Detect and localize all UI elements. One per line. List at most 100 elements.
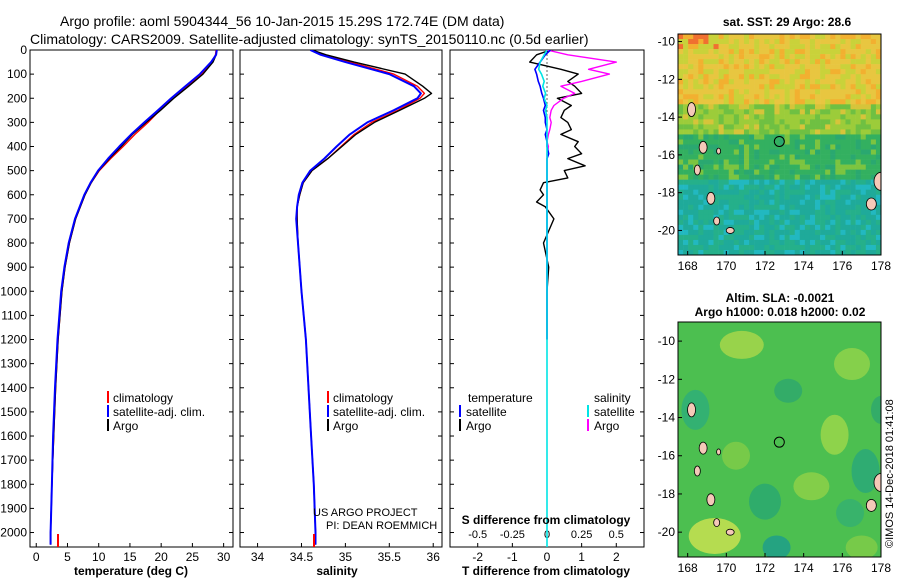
- sst-cell: [759, 204, 765, 211]
- sst-cell: [860, 199, 867, 206]
- sst-cell: [815, 134, 821, 140]
- sst-cell: [799, 104, 806, 110]
- sst-cell: [678, 124, 684, 130]
- sst-cell: [754, 69, 760, 75]
- sst-cell: [809, 229, 816, 236]
- sst-cell: [825, 89, 831, 95]
- land-mass: [706, 191, 716, 205]
- sst-cell: [769, 124, 775, 130]
- project-credit: US ARGO PROJECT: [313, 507, 418, 519]
- sst-cell: [703, 204, 709, 211]
- sst-cell: [683, 94, 689, 100]
- sst-cell: [855, 194, 862, 201]
- sst-cell: [784, 164, 790, 170]
- sst-cell: [835, 164, 841, 170]
- sst-cell: [830, 169, 836, 175]
- sst-cell: [865, 224, 872, 231]
- sst-cell: [723, 179, 730, 185]
- sst-cell: [774, 59, 780, 65]
- sst-cell: [754, 79, 760, 85]
- sst-cell: [769, 144, 775, 150]
- sst-cell: [743, 174, 750, 180]
- sst-cell: [693, 144, 699, 150]
- sst-cell: [809, 34, 816, 40]
- sst-cell: [713, 99, 719, 105]
- sst-cell: [733, 49, 740, 55]
- sst-cell: [754, 64, 760, 70]
- sst-cell: [820, 219, 826, 226]
- sst-cell: [784, 34, 790, 40]
- sst-cell: [860, 79, 867, 85]
- sla-map-frame: [677, 321, 882, 558]
- sst-cell: [703, 79, 709, 85]
- sst-cell: [865, 244, 872, 251]
- sst-cell: [738, 124, 745, 130]
- sst-cell: [723, 184, 730, 190]
- sst-cell: [749, 189, 755, 196]
- sst-cell: [794, 154, 801, 160]
- sst-cell: [698, 54, 704, 60]
- sst-cell: [825, 134, 831, 140]
- sst-cell: [728, 69, 735, 75]
- sst-cell: [698, 184, 704, 190]
- sst-cell: [809, 179, 816, 185]
- sst-cell: [764, 154, 770, 160]
- sst-cell: [865, 44, 872, 50]
- sst-cell: [703, 44, 709, 50]
- map-y-tick-label: -14: [658, 110, 676, 124]
- sst-cell: [830, 164, 836, 170]
- land-mass: [693, 164, 701, 176]
- sst-cell: [835, 139, 841, 145]
- sst-cell: [728, 169, 735, 175]
- sst-cell: [870, 39, 877, 45]
- sst-cell: [708, 144, 714, 150]
- sst-cell: [754, 189, 760, 196]
- sst-cell: [738, 49, 745, 55]
- sst-cell: [809, 154, 816, 160]
- sst-cell: [743, 49, 750, 55]
- sst-cell: [749, 34, 755, 40]
- sst-cell: [789, 179, 796, 185]
- sst-cell: [718, 209, 724, 216]
- sst-cell: [845, 94, 851, 100]
- sst-cell: [779, 99, 785, 105]
- sst-cell: [865, 139, 872, 145]
- sst-cell: [809, 124, 816, 130]
- sst-cell: [840, 129, 846, 135]
- sst-cell: [698, 209, 704, 216]
- sst-cell: [683, 64, 689, 70]
- map-x-tick-label: 176: [832, 561, 852, 575]
- sst-cell: [764, 169, 770, 175]
- sst-cell: [789, 114, 796, 120]
- sst-cell: [870, 209, 877, 216]
- sst-cell: [754, 39, 760, 45]
- sst-cell: [708, 64, 714, 70]
- sst-cell: [708, 69, 714, 75]
- sst-cell: [723, 244, 730, 251]
- legend-label-t-satellite: satellite: [466, 405, 507, 419]
- sst-cell: [845, 174, 851, 180]
- difference-legend: temperature satellite Argo salinity sate…: [459, 391, 635, 433]
- sst-cell: [749, 144, 755, 150]
- sst-cell: [860, 69, 867, 75]
- sst-cell: [860, 124, 867, 130]
- sst-cell: [708, 224, 714, 231]
- sst-cell: [799, 194, 806, 201]
- sst-cell: [698, 219, 704, 226]
- sst-cell: [738, 44, 745, 50]
- sst-cell: [815, 249, 821, 255]
- sst-cell: [713, 249, 719, 255]
- argo-location-marker: [773, 436, 785, 448]
- sst-cell: [708, 249, 714, 255]
- sst-cell: [754, 179, 760, 185]
- sst-cell: [754, 169, 760, 175]
- sst-cell: [779, 104, 785, 110]
- sst-cell: [825, 99, 831, 105]
- sst-cell: [825, 114, 831, 120]
- sst-cell: [728, 164, 735, 170]
- sst-cell: [820, 124, 826, 130]
- sst-cell: [830, 59, 836, 65]
- sst-cell: [865, 49, 872, 55]
- sst-cell: [835, 224, 841, 231]
- sst-cell: [718, 39, 724, 45]
